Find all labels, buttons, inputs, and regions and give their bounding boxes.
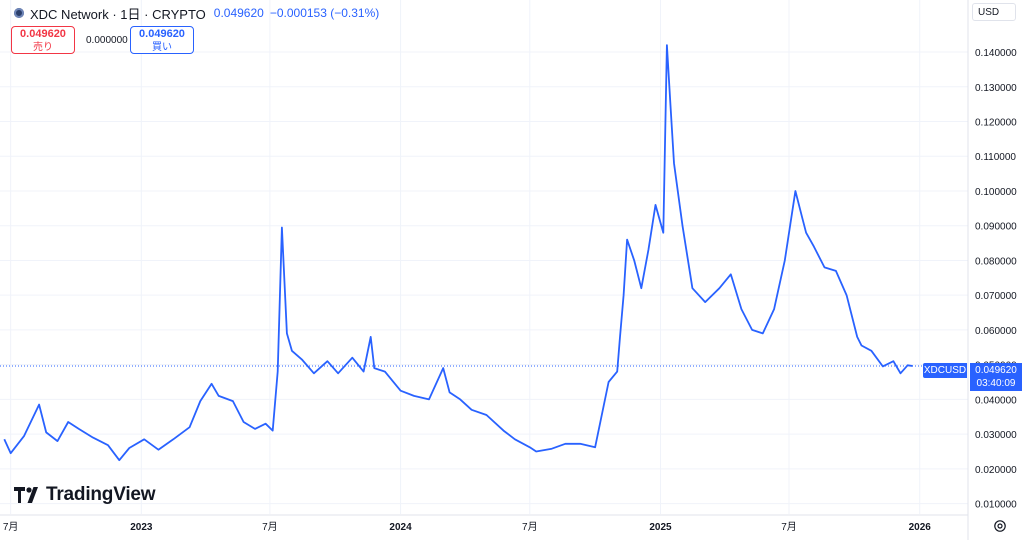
x-tick-label: 7月 [522,521,538,533]
y-tick-label: 0.080000 [975,256,1017,267]
tradingview-brand[interactable]: TradingView [14,484,156,506]
xdc-coin-icon [14,8,24,18]
y-tick-label: 0.140000 [975,48,1017,59]
sell-button[interactable]: 0.049620 売り [11,26,75,54]
x-tick-label: 2026 [909,522,932,533]
gear-icon[interactable] [993,519,1007,533]
y-tick-label: 0.040000 [975,395,1017,406]
symbol-title[interactable]: XDC Network · 1日 · CRYPTO [30,6,206,22]
y-tick-label: 0.120000 [975,118,1017,129]
buy-price: 0.049620 [139,28,185,40]
x-tick-label: 2024 [389,522,412,533]
brand-text: TradingView [46,484,156,505]
y-tick-label: 0.090000 [975,222,1017,233]
x-tick-label: 7月 [781,521,797,533]
bar-countdown: 03:40:09 [976,378,1016,389]
chart-header: XDC Network · 1日 · CRYPTO 0.049620 −0.00… [14,4,379,22]
sell-price: 0.049620 [20,28,66,40]
price-change: −0.000153 (−0.31%) [269,6,380,20]
tradingview-logo-icon [14,487,38,503]
last-price-label-value: 0.049620 [975,365,1017,376]
spread-value: 0.000000 [86,35,128,46]
last-price: 0.049620 [213,6,264,20]
y-tick-label: 0.010000 [975,500,1017,511]
last-price-label: 0.049620 03:40:09 [970,363,1022,391]
y-tick-label: 0.030000 [975,430,1017,441]
x-tick-label: 2023 [130,522,153,533]
y-tick-label: 0.060000 [975,326,1017,337]
y-tick-label: 0.100000 [975,187,1017,198]
buy-button[interactable]: 0.049620 買い [130,26,194,54]
y-tick-label: 0.130000 [975,83,1017,94]
sell-label: 売り [33,42,53,53]
x-tick-label: 2025 [649,522,672,533]
symbol-price-flag: XDCUSD [923,363,967,378]
y-tick-label: 0.020000 [975,465,1017,476]
y-tick-label: 0.070000 [975,291,1017,302]
y-tick-label: 0.110000 [975,152,1016,163]
x-tick-label: 7月 [262,521,278,533]
buy-label: 買い [152,42,172,53]
x-tick-label: 7月 [3,521,19,533]
currency-selector[interactable]: USD [972,3,1016,21]
price-series-line [3,44,913,462]
